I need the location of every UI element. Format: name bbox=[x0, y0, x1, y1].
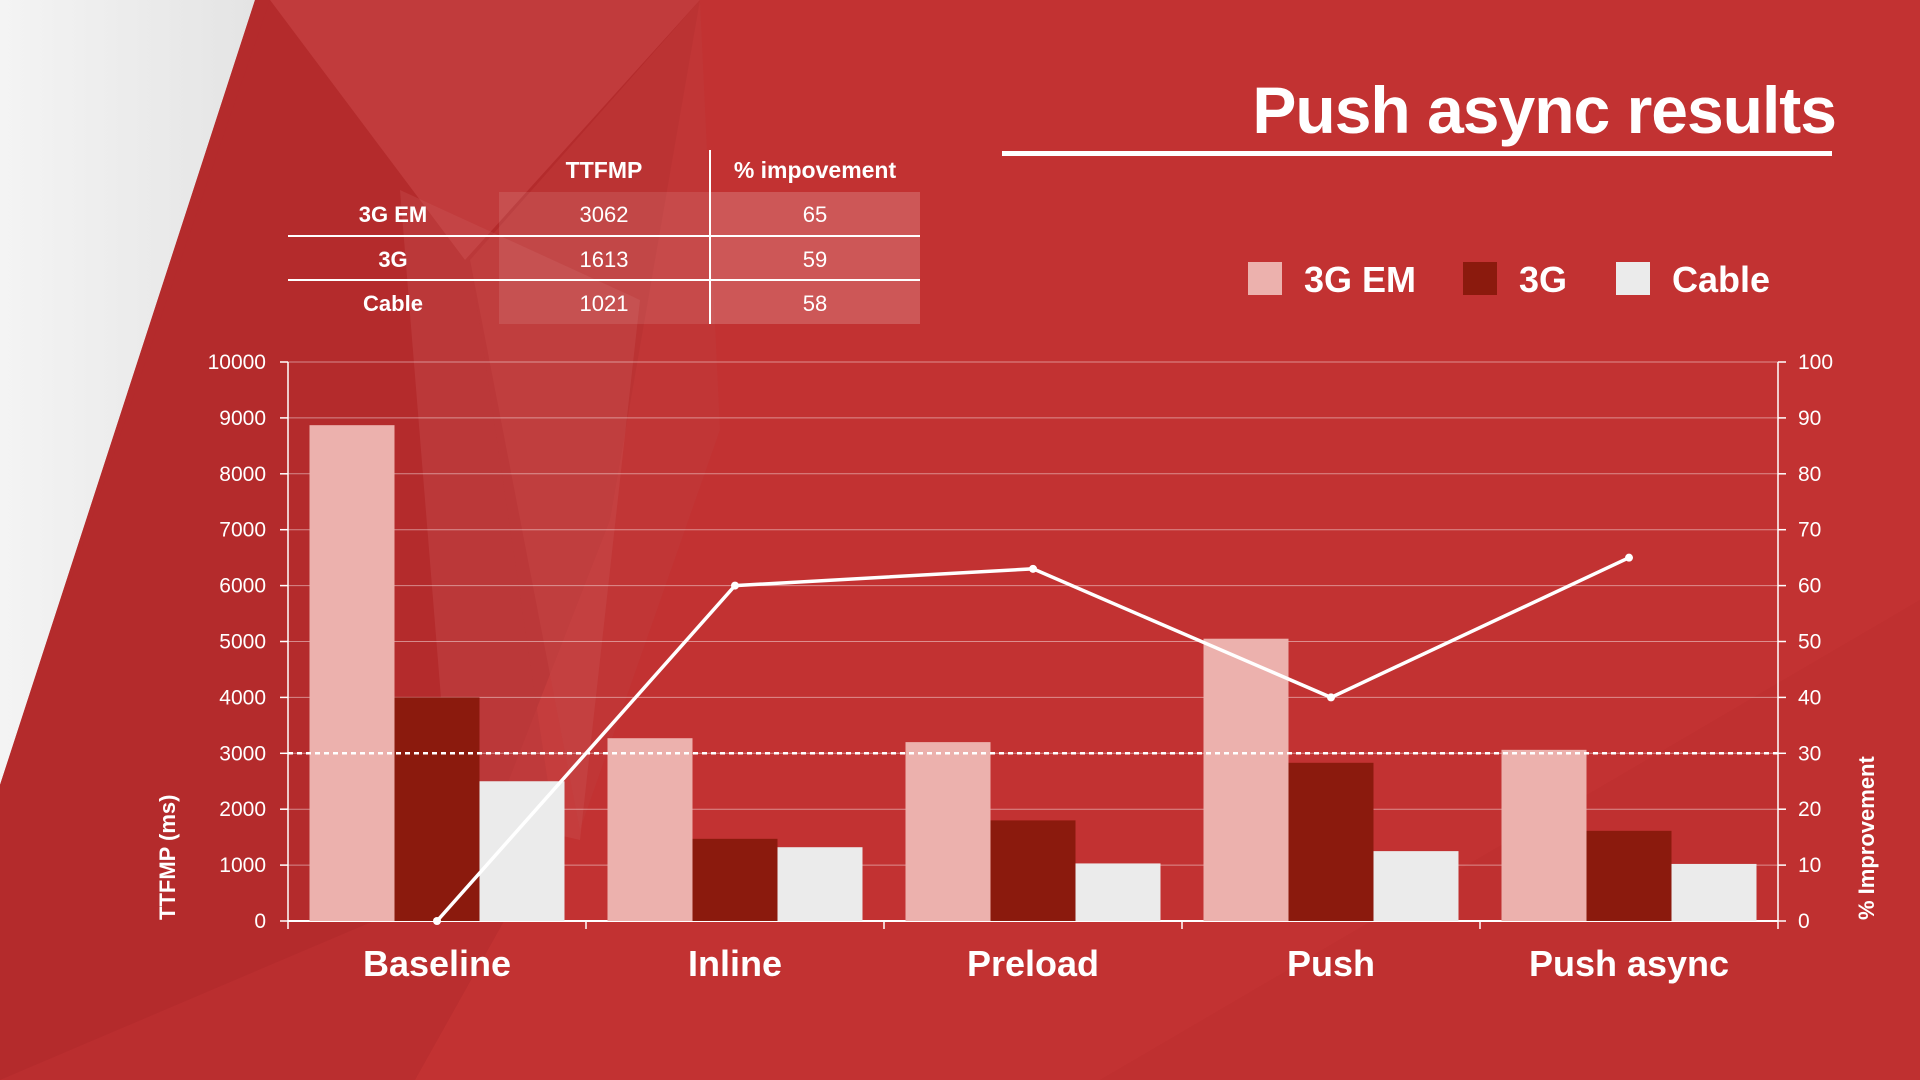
bars bbox=[309, 425, 1757, 921]
right-tick-label: 100 bbox=[1798, 351, 1833, 374]
line-point bbox=[731, 581, 739, 590]
right-tick-label: 80 bbox=[1798, 463, 1821, 486]
bar bbox=[394, 697, 480, 921]
table-header-improvement: % impovement bbox=[734, 157, 897, 183]
improvement-line bbox=[288, 553, 1778, 925]
left-tick-label: 9000 bbox=[219, 407, 266, 430]
left-tick-label: 4000 bbox=[219, 686, 266, 709]
table-col-ttfmp-bg bbox=[499, 192, 710, 324]
table-row-label: Cable bbox=[363, 291, 423, 316]
right-tick-label: 40 bbox=[1798, 686, 1821, 709]
legend-swatch bbox=[1248, 262, 1282, 295]
axes: 0100020003000400050006000700080009000100… bbox=[155, 351, 1879, 984]
left-tick-label: 8000 bbox=[219, 463, 266, 486]
bar bbox=[1586, 830, 1672, 921]
bar bbox=[692, 838, 778, 921]
summary-table: TTFMP % impovement 3G EM 3062 65 3G 1613 59 Cabl… bbox=[288, 150, 920, 324]
table-header-ttfmp: TTFMP bbox=[566, 157, 643, 183]
line-point bbox=[1029, 564, 1037, 573]
y-axis-title: TTFMP (ms) bbox=[155, 795, 180, 920]
bar bbox=[905, 742, 991, 921]
slide-title: Push async results bbox=[1252, 73, 1837, 147]
category-label: Preload bbox=[967, 943, 1099, 984]
bar bbox=[1501, 749, 1587, 921]
legend-label: 3G bbox=[1519, 259, 1567, 300]
line-point bbox=[1327, 693, 1335, 702]
table-cell-improvement: 65 bbox=[803, 202, 827, 227]
left-tick-label: 3000 bbox=[219, 742, 266, 765]
category-label: Push bbox=[1287, 943, 1375, 984]
bar bbox=[1288, 762, 1374, 921]
table-cell-ttfmp: 3062 bbox=[580, 202, 629, 227]
bar bbox=[309, 425, 395, 921]
left-tick-label: 5000 bbox=[219, 631, 266, 654]
left-tick-label: 6000 bbox=[219, 575, 266, 598]
right-tick-label: 90 bbox=[1798, 407, 1821, 430]
category-label: Push async bbox=[1529, 943, 1729, 984]
bar bbox=[1671, 863, 1757, 921]
left-tick-label: 7000 bbox=[219, 519, 266, 542]
bar bbox=[607, 738, 693, 921]
table-cell-ttfmp: 1021 bbox=[580, 291, 629, 316]
table-cell-ttfmp: 1613 bbox=[580, 247, 629, 272]
legend-label: Cable bbox=[1672, 259, 1770, 300]
table-row-label: 3G EM bbox=[359, 202, 427, 227]
bar bbox=[777, 847, 863, 921]
right-tick-label: 10 bbox=[1798, 854, 1821, 877]
table-col-improvement-bg bbox=[710, 192, 920, 324]
bar bbox=[1373, 851, 1459, 921]
legend-label: 3G EM bbox=[1304, 259, 1416, 300]
category-label: Inline bbox=[688, 943, 782, 984]
right-tick-label: 0 bbox=[1798, 910, 1810, 933]
right-tick-label: 60 bbox=[1798, 575, 1821, 598]
left-tick-label: 2000 bbox=[219, 798, 266, 821]
table-cell-improvement: 58 bbox=[803, 291, 827, 316]
line-point bbox=[433, 917, 441, 925]
left-tick-label: 10000 bbox=[208, 351, 266, 374]
legend-swatch bbox=[1616, 262, 1650, 295]
bar bbox=[1075, 863, 1161, 921]
bar bbox=[1203, 638, 1289, 921]
category-label: Baseline bbox=[363, 943, 511, 984]
right-tick-label: 30 bbox=[1798, 742, 1821, 765]
right-tick-label: 50 bbox=[1798, 631, 1821, 654]
bar bbox=[990, 820, 1076, 921]
table-row-label: 3G bbox=[378, 247, 407, 272]
right-tick-label: 20 bbox=[1798, 798, 1821, 821]
bar bbox=[479, 781, 565, 921]
left-tick-label: 0 bbox=[254, 910, 266, 933]
legend: 3G EM 3G Cable bbox=[1248, 259, 1770, 300]
y2-axis-title: % Improvement bbox=[1854, 756, 1879, 920]
legend-swatch bbox=[1463, 262, 1497, 295]
line-point bbox=[1625, 553, 1633, 562]
table-cell-improvement: 59 bbox=[803, 247, 827, 272]
title-rule bbox=[1002, 151, 1832, 156]
left-tick-label: 1000 bbox=[219, 854, 266, 877]
right-tick-label: 70 bbox=[1798, 519, 1821, 542]
